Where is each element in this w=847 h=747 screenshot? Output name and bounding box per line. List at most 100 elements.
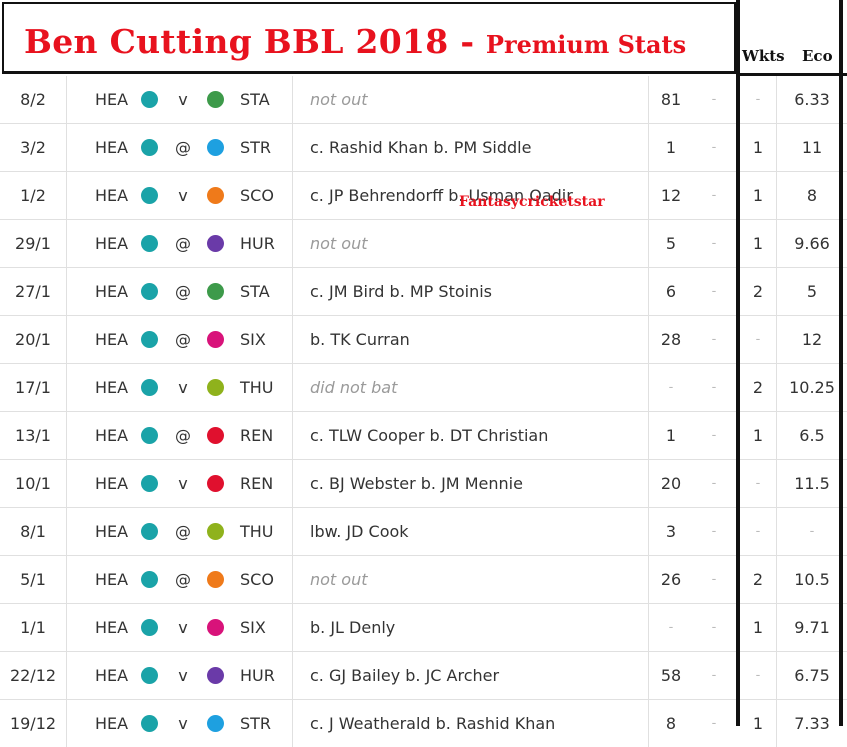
match-date: 1/2 xyxy=(20,186,46,205)
economy: 10.5 xyxy=(794,570,830,589)
opponent-color-icon xyxy=(207,571,224,588)
venue-marker: @ xyxy=(175,570,191,589)
venue-marker: v xyxy=(178,378,188,397)
economy: 6.75 xyxy=(794,666,830,685)
wickets: 2 xyxy=(752,570,764,589)
wickets: - xyxy=(755,332,761,347)
dismissal: not out xyxy=(310,570,368,589)
match-date: 5/1 xyxy=(20,570,46,589)
opponent-code: STR xyxy=(240,714,272,733)
wickets: 2 xyxy=(752,282,764,301)
economy: 8 xyxy=(806,186,818,205)
balls-faced: - xyxy=(711,332,717,347)
venue-marker: @ xyxy=(175,282,191,301)
dismissal: did not bat xyxy=(310,378,398,397)
team-code: HEA xyxy=(95,522,129,541)
balls-faced: - xyxy=(711,572,717,587)
economy: 7.33 xyxy=(794,714,830,733)
economy: 9.66 xyxy=(794,234,830,253)
opponent-code: REN xyxy=(240,474,274,493)
opponent-code: REN xyxy=(240,426,274,445)
opponent-code: THU xyxy=(240,522,274,541)
wkts-column-header: Wkts xyxy=(742,47,785,65)
match-date: 13/1 xyxy=(15,426,51,445)
divider xyxy=(776,268,777,315)
opponent-color-icon xyxy=(207,331,224,348)
match-date: 8/1 xyxy=(20,522,46,541)
balls-faced: - xyxy=(711,428,717,443)
opponent-code: SIX xyxy=(240,618,266,637)
opponent-color-icon xyxy=(207,475,224,492)
divider xyxy=(776,460,777,507)
divider xyxy=(292,652,293,699)
divider xyxy=(648,460,649,507)
dismissal: c. Rashid Khan b. PM Siddle xyxy=(310,138,532,157)
dismissal: c. J Weatherald b. Rashid Khan xyxy=(310,714,556,733)
divider xyxy=(292,604,293,651)
venue-marker: @ xyxy=(175,234,191,253)
runs: 58 xyxy=(660,666,682,685)
divider xyxy=(776,76,777,123)
divider xyxy=(66,220,67,267)
team-code: HEA xyxy=(95,570,129,589)
opponent-color-icon xyxy=(207,283,224,300)
balls-faced: - xyxy=(711,140,717,155)
team-color-icon xyxy=(141,139,158,156)
table-row: 1/2 HEA v SCO c. JP Behrendorff b. Usman Qad… xyxy=(0,172,847,220)
divider xyxy=(292,76,293,123)
venue-marker: v xyxy=(178,714,188,733)
divider xyxy=(648,412,649,459)
divider xyxy=(776,220,777,267)
divider xyxy=(66,652,67,699)
opponent-code: SIX xyxy=(240,330,266,349)
divider xyxy=(66,508,67,555)
table-row: 29/1 HEA @ HUR not out 5 - 1 9.66 xyxy=(0,220,847,268)
table-row: 19/12 HEA v STR c. J Weatherald b. Rashid Kh… xyxy=(0,700,847,747)
divider xyxy=(292,316,293,363)
dismissal: lbw. JD Cook xyxy=(310,522,409,541)
divider xyxy=(66,76,67,123)
balls-faced: - xyxy=(711,524,717,539)
venue-marker: v xyxy=(178,186,188,205)
divider xyxy=(66,364,67,411)
table-row: 27/1 HEA @ STA c. JM Bird b. MP Stoinis 6 - 2 5 xyxy=(0,268,847,316)
dismissal: c. JM Bird b. MP Stoinis xyxy=(310,282,492,301)
page-title: Ben Cutting BBL 2018 - Premium Stats xyxy=(24,22,686,61)
divider xyxy=(648,220,649,267)
opponent-code: STA xyxy=(240,90,270,109)
stats-header: Wkts Eco xyxy=(736,2,847,76)
divider xyxy=(292,508,293,555)
divider xyxy=(648,172,649,219)
team-code: HEA xyxy=(95,666,129,685)
table-row: 3/2 HEA @ STR c. Rashid Khan b. PM Siddle 1 - 1… xyxy=(0,124,847,172)
table-row: 13/1 HEA @ REN c. TLW Cooper b. DT Christian… xyxy=(0,412,847,460)
divider xyxy=(648,76,649,123)
divider xyxy=(66,268,67,315)
opponent-color-icon xyxy=(207,235,224,252)
divider xyxy=(648,556,649,603)
wickets: 1 xyxy=(752,138,764,157)
divider xyxy=(776,316,777,363)
balls-faced: - xyxy=(711,476,717,491)
table-row: 8/2 HEA v STA not out 81 - - 6.33 xyxy=(0,76,847,124)
divider xyxy=(292,460,293,507)
divider xyxy=(66,412,67,459)
divider xyxy=(776,124,777,171)
team-color-icon xyxy=(141,283,158,300)
economy: - xyxy=(809,524,815,539)
balls-faced: - xyxy=(711,668,717,683)
divider xyxy=(776,652,777,699)
economy: 11.5 xyxy=(794,474,830,493)
runs: - xyxy=(668,380,674,395)
runs: 8 xyxy=(665,714,677,733)
runs: 6 xyxy=(665,282,677,301)
wickets: 2 xyxy=(752,378,764,397)
team-color-icon xyxy=(141,235,158,252)
divider xyxy=(66,556,67,603)
opponent-color-icon xyxy=(207,91,224,108)
match-date: 22/12 xyxy=(9,666,57,685)
dismissal: c. JP Behrendorff b. Usman Qadir xyxy=(310,186,573,205)
economy: 5 xyxy=(806,282,818,301)
venue-marker: @ xyxy=(175,522,191,541)
divider xyxy=(66,124,67,171)
